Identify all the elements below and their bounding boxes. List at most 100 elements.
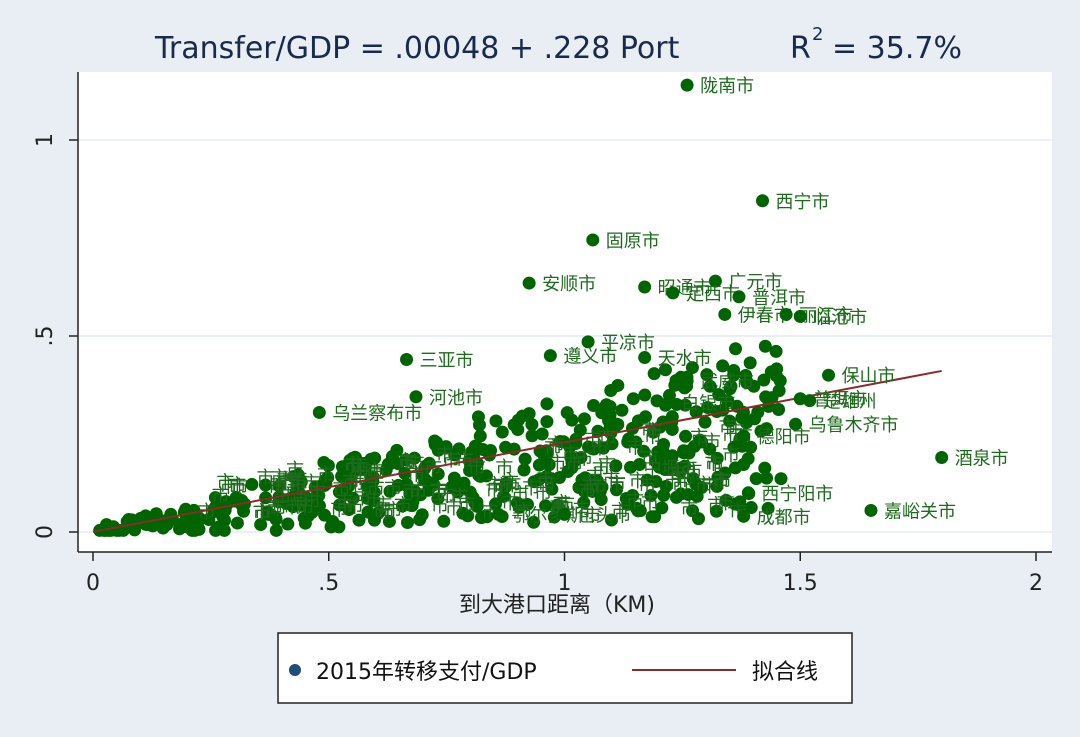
point-label-cluster: 市 [485, 481, 503, 502]
scatter-point [638, 388, 652, 402]
scatter-point [649, 475, 663, 489]
scatter-point [743, 356, 757, 370]
labeled-point-27 [864, 503, 878, 517]
point-label-cluster: 市 [336, 496, 354, 517]
point-label-cluster: 市 [377, 502, 395, 523]
point-label-cluster: 市 [703, 432, 721, 453]
point-label-cluster: 市 [644, 427, 662, 448]
point-label-cluster: 市 [579, 481, 597, 502]
point-label-cluster: 市 [303, 492, 321, 513]
labeled-point-4 [708, 274, 722, 288]
point-label-cluster: 市 [451, 487, 469, 508]
scatter-point [758, 461, 772, 475]
point-label-cluster: 市 [582, 476, 600, 497]
labeled-point-label-0: 陇南市 [700, 76, 754, 97]
point-label-cluster: 市 [409, 482, 427, 503]
scatter-point [577, 412, 591, 426]
scatter-point [340, 471, 354, 485]
scatter-point [695, 435, 709, 449]
scatter-point [518, 452, 532, 466]
scatter-point [259, 491, 273, 505]
labeled-point-label-6: 定西市 [686, 284, 740, 305]
x-tick-label-1: .5 [318, 571, 339, 596]
scatter-point [658, 363, 672, 377]
labeled-point-label-19: 楚雄州 [823, 392, 877, 413]
scatter-point [669, 490, 683, 504]
labeled-point-5 [638, 280, 652, 294]
scatter-point [609, 459, 623, 473]
labeled-point-8 [718, 307, 732, 321]
point-label-cluster: 市 [602, 469, 620, 490]
labeled-point-label-30: 包头市 [578, 505, 632, 526]
scatter-point [657, 488, 671, 502]
labeled-point-0 [680, 78, 694, 92]
point-label-cluster: 市 [399, 453, 417, 474]
point-label-cluster: 市 [575, 449, 593, 470]
labeled-point-label-24: 德阳市 [757, 427, 811, 448]
point-label-cluster: 市 [626, 437, 644, 458]
point-label-cluster: 市 [335, 492, 353, 513]
scatter-point [631, 414, 645, 428]
labeled-point-label-16: 武威市 [700, 372, 754, 393]
scatter-point [700, 368, 714, 382]
scatter-point [268, 510, 282, 524]
scatter-point [507, 418, 521, 432]
y-tick-label-0: 0 [33, 525, 58, 539]
scatter-point [395, 499, 409, 513]
point-label-cluster: 市 [212, 485, 230, 506]
scatter-point [367, 485, 381, 499]
labeled-point-label-9: 丽江市 [799, 305, 853, 326]
point-label-cluster: 市 [537, 469, 555, 490]
point-label-cluster: 市 [268, 478, 286, 499]
scatter-point [448, 448, 462, 462]
labeled-point-label-14: 三亚市 [420, 351, 474, 372]
point-labels: 陇南市西宁市固原市安顺市 广元市昭通市定西市 普洱市伊春市 丽江市临沧市平凉市遵义市天… [312, 76, 1009, 528]
labeled-point-6 [666, 286, 680, 300]
labeled-point-9 [779, 307, 793, 321]
labeled-point-label-13: 天水市 [658, 349, 712, 370]
point-label-cluster: 市 [283, 497, 301, 518]
point-label-cluster: 市 [680, 499, 698, 520]
point-label-cluster: 市 [714, 471, 732, 492]
point-label-cluster: 市 [534, 484, 552, 505]
labeled-point-label-26: 西宁阳市 [761, 484, 833, 505]
scatter-point [710, 451, 724, 465]
point-label-cluster: 市 [354, 488, 372, 509]
scatter-point [679, 429, 693, 443]
point-label-cluster: 市 [722, 445, 740, 466]
scatter-point [324, 520, 338, 534]
scatter-point [540, 415, 554, 429]
scatter-point [769, 344, 783, 358]
scatter-point [510, 496, 524, 510]
chart-title-r: R [790, 31, 811, 66]
scatter-point [418, 473, 432, 487]
labeled-point-label-21: 白银市 [681, 394, 735, 415]
scatter-point [723, 382, 737, 396]
labeled-point-label-3: 安顺市 [542, 274, 596, 295]
point-label-cluster: 市 [695, 475, 713, 496]
labeled-point-29 [491, 507, 505, 521]
x-tick-label-3: 1.5 [783, 571, 818, 596]
point-label-cluster: 市 [701, 476, 719, 497]
point-label-cluster: 市 [397, 452, 415, 473]
point-label-cluster: 市 [629, 471, 647, 492]
scatter-point [565, 461, 579, 475]
point-label-cluster: 市 [430, 480, 448, 501]
y-tick-label-2: 1 [33, 133, 58, 147]
scatter-point [382, 514, 396, 528]
point-label-cluster: 市 [641, 493, 659, 514]
scatter-point [163, 512, 177, 526]
labeled-point-label-22: 乌鲁木齐市 [809, 415, 899, 436]
point-label-cluster: 市 [220, 476, 238, 497]
scatter-point [515, 409, 529, 423]
scatter-point [723, 414, 737, 428]
scatter-point [710, 479, 724, 493]
point-label-cluster: 市 [611, 501, 629, 522]
scatter-point [728, 497, 742, 511]
labeled-point-22 [789, 417, 803, 431]
labeled-point-label-23: 酒泉市 [955, 449, 1009, 470]
point-label-cluster: 市 [347, 475, 365, 496]
labeled-point-label-20: 乌兰察布市 [332, 403, 422, 424]
